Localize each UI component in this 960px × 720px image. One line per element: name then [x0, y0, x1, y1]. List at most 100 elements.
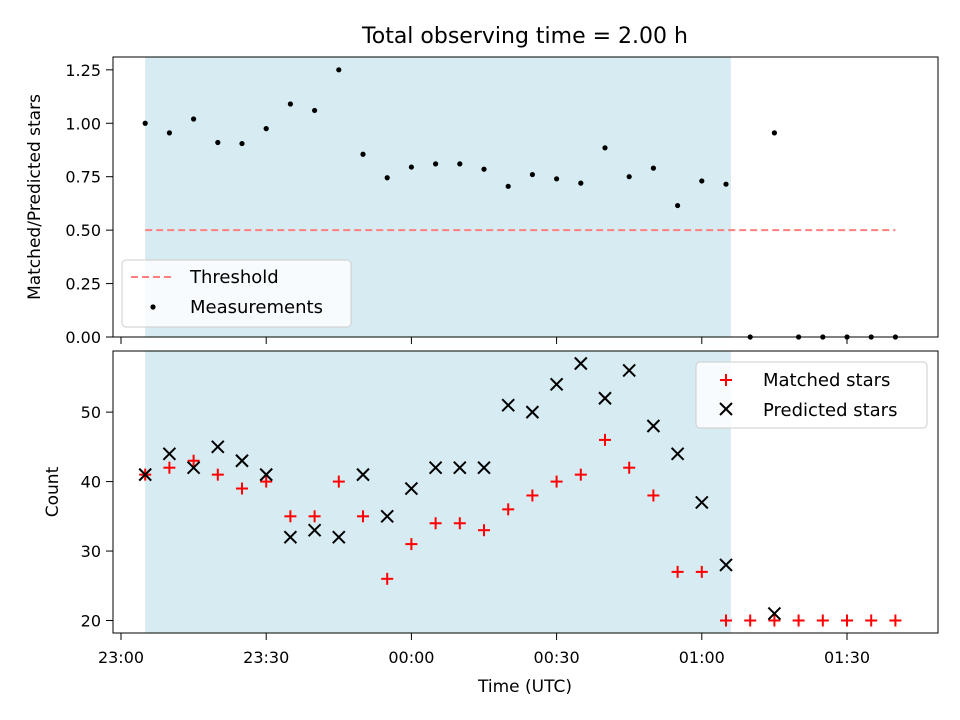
predicted-star-point	[235, 454, 249, 468]
measurement-point	[433, 161, 439, 167]
x-tick-label: 01:30	[824, 648, 870, 667]
measurement-point	[481, 166, 487, 172]
matched-star-point	[453, 517, 466, 530]
matched-star-point	[381, 572, 394, 585]
matched-star-point	[574, 468, 587, 481]
measurement-point	[578, 180, 584, 186]
measurement-point	[166, 130, 172, 136]
measurement-point	[312, 107, 318, 114]
predicted-star-point	[719, 558, 733, 572]
predicted-star-point	[307, 523, 322, 537]
predicted-star-point	[670, 447, 685, 461]
ratio-y-tick-label: 0.00	[65, 328, 101, 347]
x-tick-label: 23:30	[243, 648, 289, 667]
measurement-point	[215, 139, 221, 146]
matched-star-point	[478, 524, 490, 537]
predicted-star-point	[259, 467, 273, 482]
chart-title: Total observing time = 2.00 h	[361, 24, 688, 49]
x-tick-label: 01:00	[679, 648, 725, 667]
legend-measurements-label: Measurements	[190, 297, 323, 318]
count-legend: Matched stars Predicted stars	[695, 361, 928, 429]
count-y-tick-label: 20	[81, 611, 101, 630]
measurement-point	[408, 164, 414, 170]
matched-star-point	[599, 433, 611, 446]
matched-star-point	[816, 614, 829, 627]
measurement-point	[142, 120, 148, 126]
measurement-point	[675, 202, 681, 209]
ratio-panel-frame	[112, 56, 939, 338]
count-y-tick-label: 40	[81, 473, 101, 492]
measurement-point	[191, 116, 197, 122]
ratio-y-tick-label: 0.50	[65, 221, 101, 240]
measurement-point	[529, 171, 536, 178]
matched-star-point	[889, 614, 902, 627]
x-tick-label: 00:30	[534, 648, 580, 667]
predicted-star-point	[501, 398, 515, 412]
ratio-y-tick-label: 0.75	[65, 168, 101, 187]
predicted-star-point	[211, 440, 225, 454]
matched-star-point	[841, 614, 853, 627]
matched-star-point	[405, 538, 418, 551]
count-y-tick-label: 30	[81, 542, 101, 561]
legend-predicted-swatch	[719, 402, 733, 416]
legend-measurements-swatch	[150, 304, 156, 310]
matched-star-point	[720, 614, 732, 627]
measurement-point	[505, 183, 511, 189]
legend-matched-label: Matched stars	[763, 370, 890, 391]
predicted-star-point	[332, 530, 346, 544]
matched-star-point	[744, 614, 757, 627]
predicted-star-point	[380, 509, 394, 524]
predicted-star-point	[186, 460, 201, 475]
measurement-point	[263, 126, 269, 132]
predicted-star-point	[598, 391, 612, 405]
count-y-axis-label: Count	[43, 466, 63, 517]
predicted-star-point	[477, 460, 491, 475]
predicted-star-point	[695, 495, 709, 510]
matched-star-point	[187, 454, 200, 467]
measurement-point	[771, 130, 778, 136]
matched-star-point	[792, 614, 805, 627]
matched-star-point	[308, 510, 321, 523]
ratio-y-axis-label: Matched/Predicted stars	[25, 94, 45, 300]
ratio-legend: Threshold Measurements	[121, 259, 352, 328]
measurement-point	[602, 145, 608, 151]
matched-star-point	[623, 461, 636, 474]
measurement-point	[699, 178, 705, 184]
count-y-tick-label: 50	[81, 403, 101, 422]
matched-star-point	[550, 475, 563, 488]
ratio-y-tick-label: 1.25	[65, 61, 101, 80]
predicted-star-point	[767, 606, 782, 621]
matched-star-point	[332, 475, 345, 488]
predicted-star-point	[404, 481, 419, 496]
predicted-star-point	[525, 405, 540, 419]
predicted-star-point	[138, 467, 152, 482]
observing-window-span	[145, 351, 731, 633]
ratio-y-tick-label: 0.25	[65, 275, 101, 294]
matched-star-point	[647, 489, 660, 502]
predicted-star-point	[428, 460, 443, 475]
matched-star-point	[284, 510, 297, 523]
predicted-star-point	[283, 530, 298, 544]
matched-star-point	[163, 461, 176, 474]
measurement-point	[287, 101, 293, 107]
x-tick-label: 00:00	[388, 648, 434, 667]
predicted-star-point	[574, 356, 588, 371]
predicted-star-point	[622, 363, 636, 378]
predicted-star-point	[453, 460, 467, 475]
measurement-point	[650, 165, 657, 171]
measurement-point	[554, 176, 560, 182]
matched-star-point	[526, 489, 539, 502]
predicted-star-point	[356, 467, 370, 482]
measurement-point	[723, 181, 729, 187]
ratio-panel: 0.00 0.25 0.50 0.75 1.00 1.25 Matched/Predict…	[25, 56, 939, 347]
count-panel-frame	[112, 350, 939, 634]
matched-star-point	[357, 510, 369, 523]
legend-matched-swatch	[720, 374, 732, 386]
measurement-point	[457, 161, 463, 167]
measurement-point	[384, 175, 390, 181]
matched-star-point	[502, 503, 515, 516]
matched-star-point	[768, 614, 781, 627]
matched-star-point	[695, 565, 708, 578]
